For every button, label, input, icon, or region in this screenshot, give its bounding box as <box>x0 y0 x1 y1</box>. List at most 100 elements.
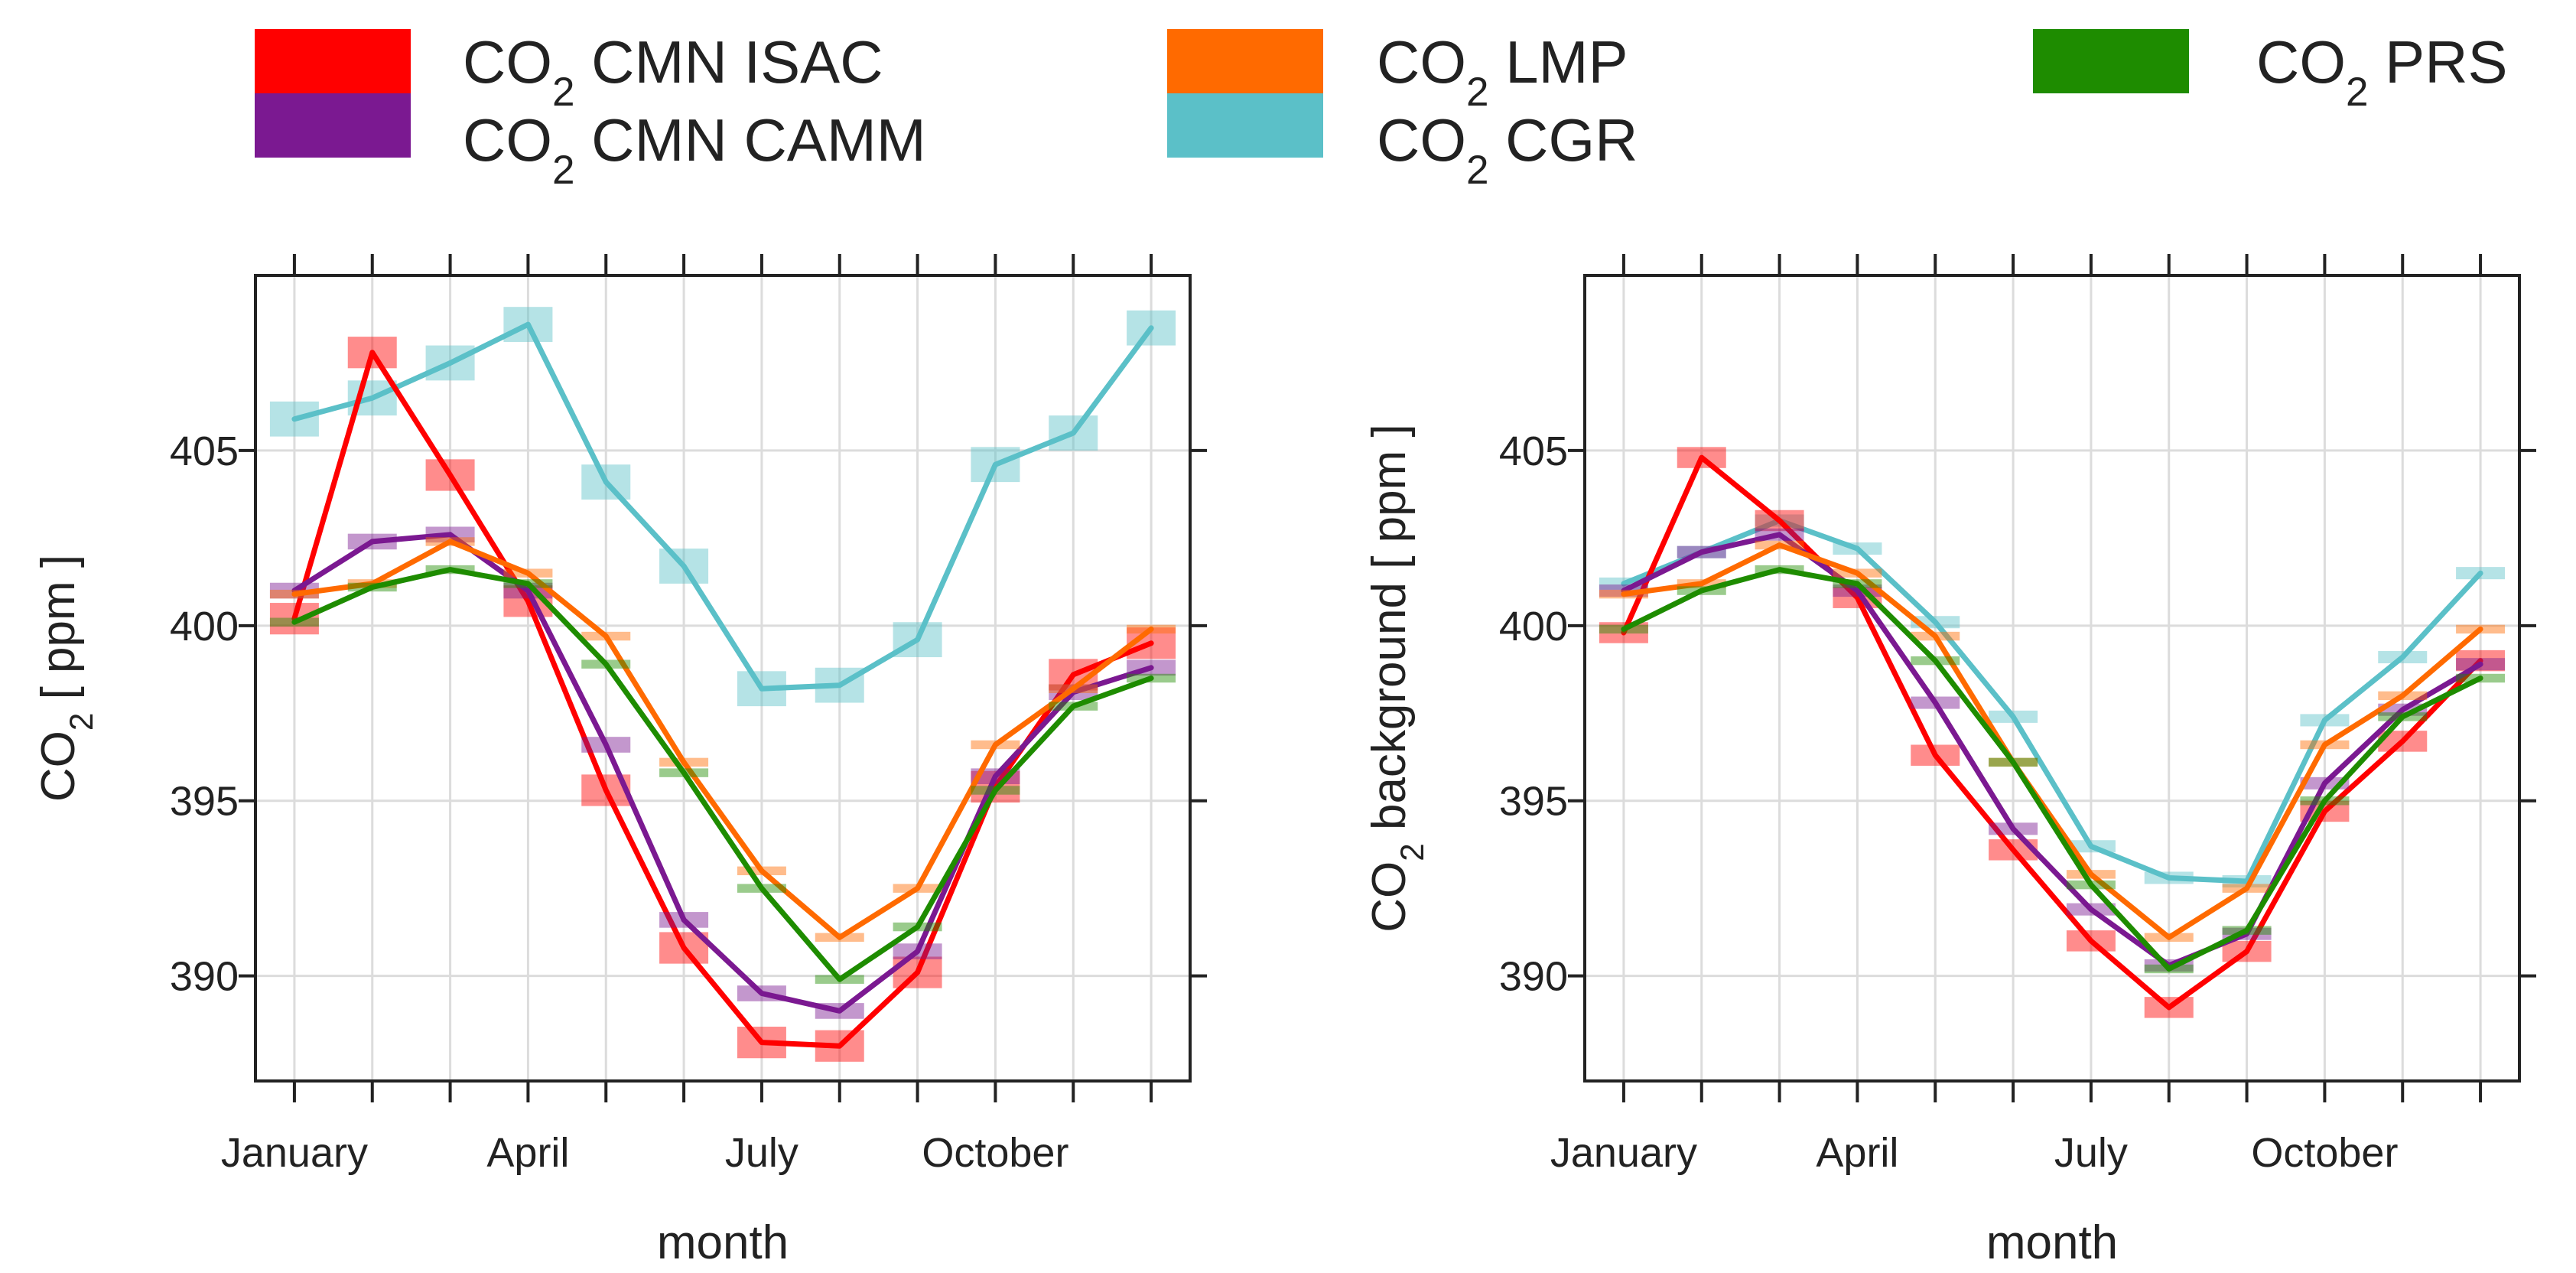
tick-labels: January April July October 390 395 400 405 <box>170 428 1069 1176</box>
legend-label-prs: CO2 PRS <box>2256 28 2508 115</box>
data-point-camm <box>2456 658 2506 671</box>
data-point-isac <box>347 337 397 369</box>
data-point-cgr <box>2066 840 2116 853</box>
y-tick-label: 405 <box>1499 428 1568 474</box>
series-line-cgr <box>1621 518 2483 884</box>
x-axis-title: month <box>657 1216 789 1269</box>
legend-label-lmp: CO2 LMP <box>1377 28 1628 115</box>
data-point-cgr <box>815 667 864 703</box>
data-point-isac <box>269 603 319 635</box>
data-point-prs <box>1989 757 2038 767</box>
series-isac <box>269 337 1176 1062</box>
y-tick-label: 390 <box>170 954 239 1000</box>
legend-label-camm-suffix: CMN CAMM <box>575 106 926 174</box>
data-point-lmp <box>659 757 709 767</box>
data-point-lmp <box>1127 624 1176 634</box>
data-point-prs <box>2456 673 2506 683</box>
legend-swatch-isac <box>255 29 411 93</box>
data-point-lmp <box>2066 870 2116 879</box>
plot-frame <box>254 274 1192 1083</box>
data-point-cgr <box>737 671 786 707</box>
y-tick-label: 390 <box>1499 954 1568 1000</box>
series-cgr <box>1599 514 2506 888</box>
series-line-camm <box>1621 532 2483 969</box>
data-point-lmp <box>1833 568 1882 578</box>
legend-swatch-prs <box>2033 29 2189 93</box>
series-camm <box>1599 528 2506 972</box>
data-point-isac <box>2066 930 2116 952</box>
data-point-isac <box>1677 447 1726 468</box>
tick-labels: January April July October 390 395 400 405 <box>1499 428 2399 1176</box>
y-axis-title-subscript: 2 <box>1394 843 1430 861</box>
data-point-cgr <box>2378 651 2428 664</box>
data-point-prs <box>893 922 942 932</box>
data-point-prs <box>1911 656 1960 666</box>
y-axis-title: CO2 background [ ppm ] <box>1363 424 1430 932</box>
data-point-lmp <box>2456 624 2506 634</box>
data-point-camm <box>2066 903 2116 916</box>
data-point-camm <box>815 1003 864 1019</box>
x-tick-label: October <box>922 1130 1068 1176</box>
y-axis-title-subscript: 2 <box>63 713 99 731</box>
data-point-lmp <box>1677 579 1726 588</box>
data-point-cgr <box>1833 542 1882 555</box>
y-tick-label: 405 <box>170 428 239 474</box>
data-point-isac <box>1755 510 1804 532</box>
data-point-cgr <box>1049 415 1098 451</box>
data-point-camm <box>1755 528 1804 541</box>
data-point-lmp <box>737 866 786 876</box>
data-point-isac <box>1911 744 1960 766</box>
y-axis-title-prefix: CO <box>1363 861 1416 933</box>
series-line-isac <box>291 350 1154 1049</box>
data-point-lmp <box>503 568 553 578</box>
data-point-cgr <box>581 464 631 500</box>
data-point-camm <box>1989 822 2038 835</box>
series-cgr <box>269 307 1176 707</box>
x-axis-title: month <box>1986 1216 2118 1269</box>
data-point-cgr <box>971 447 1020 483</box>
data-point-lmp <box>425 537 475 546</box>
data-point-prs <box>347 582 397 592</box>
data-point-prs <box>737 884 786 893</box>
data-point-prs <box>1677 586 1726 595</box>
data-point-cgr <box>269 401 319 437</box>
legend-label-lmp-suffix: LMP <box>1489 28 1628 96</box>
data-point-prs <box>1127 673 1176 683</box>
y-tick-label: 400 <box>1499 604 1568 650</box>
data-point-isac <box>2222 940 2272 962</box>
data-point-cgr <box>503 307 553 342</box>
legend-label-isac: CO2 CMN ISAC <box>463 28 883 115</box>
data-point-prs <box>2222 926 2272 935</box>
data-point-lmp <box>581 631 631 641</box>
x-tick-label: July <box>2054 1130 2128 1176</box>
x-tick-label: January <box>1550 1130 1697 1176</box>
data-point-isac <box>2144 997 2194 1018</box>
data-point-prs <box>269 617 319 627</box>
legend-label-cgr: CO2 CGR <box>1377 106 1638 193</box>
data-point-lmp <box>1049 684 1098 693</box>
legend-label-camm-prefix: CO <box>463 106 552 174</box>
legend-label-camm: CO2 CMN CAMM <box>463 106 926 193</box>
x-tick-label: July <box>725 1130 798 1176</box>
legend-swatch-lmp <box>1167 29 1323 93</box>
data-point-camm <box>581 737 631 753</box>
data-point-lmp <box>971 740 1020 750</box>
legend-label-lmp-subscript: 2 <box>1466 70 1489 115</box>
legend-label-isac-prefix: CO <box>463 28 552 96</box>
data-point-cgr <box>1127 310 1176 346</box>
tick-marks <box>1568 254 2536 1102</box>
data-point-prs <box>815 975 864 984</box>
data-point-cgr <box>659 549 709 584</box>
legend-label-prs-prefix: CO <box>2256 28 2346 96</box>
data-point-lmp <box>2378 691 2428 701</box>
data-point-cgr <box>2456 567 2506 580</box>
data-point-prs <box>1049 702 1098 711</box>
data-point-lmp <box>1755 540 1804 550</box>
series-line-camm <box>291 532 1154 1014</box>
data-point-prs <box>581 659 631 669</box>
series-prs <box>269 565 1176 984</box>
series-camm <box>269 526 1176 1019</box>
data-point-prs <box>2066 880 2116 890</box>
